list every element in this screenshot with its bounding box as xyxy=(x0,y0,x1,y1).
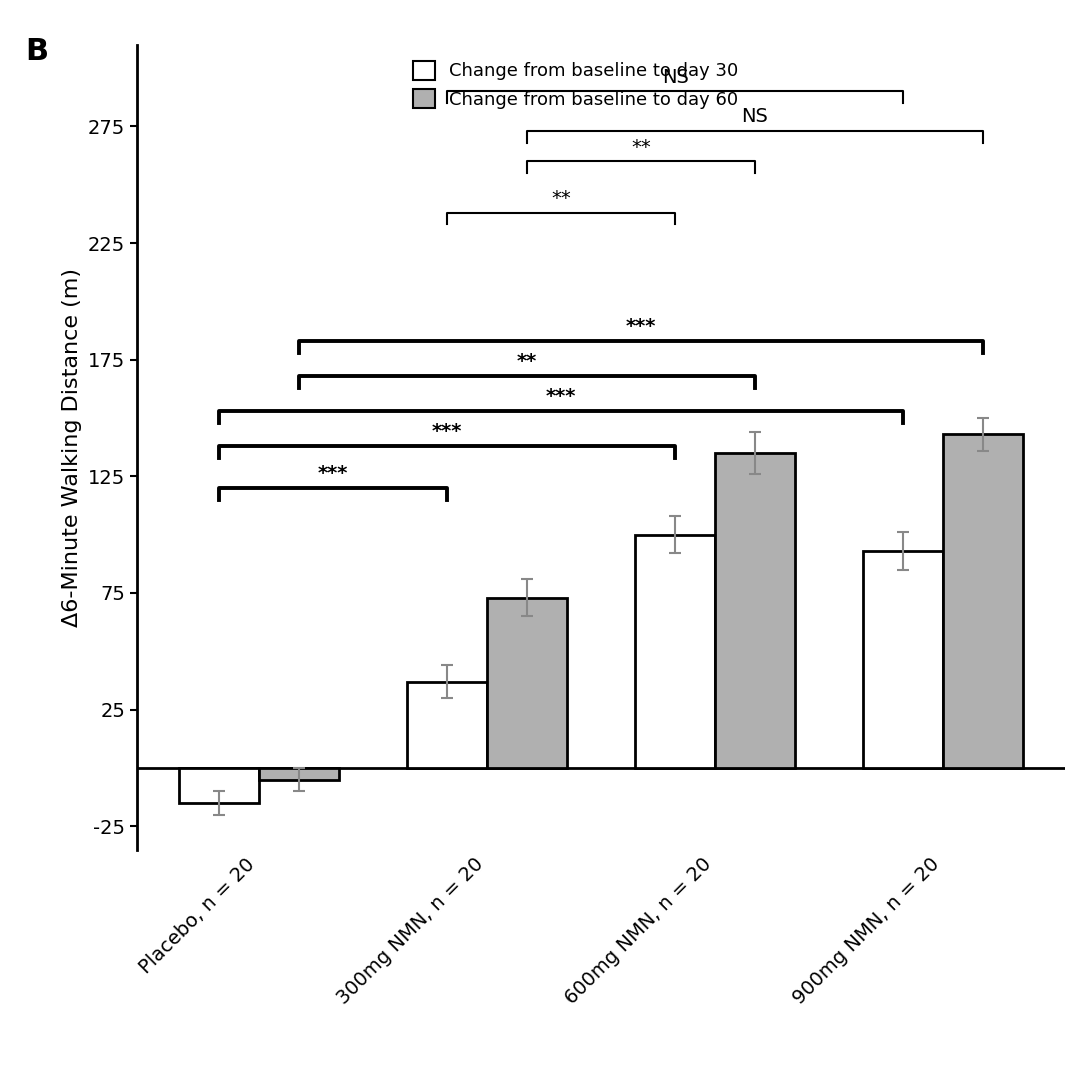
Bar xyxy=(407,682,487,768)
Text: **: ** xyxy=(551,190,571,208)
Text: ***: *** xyxy=(432,422,462,442)
Bar xyxy=(635,534,715,768)
Text: ***: *** xyxy=(545,388,577,406)
Bar xyxy=(179,768,259,803)
Text: ***: *** xyxy=(318,464,349,484)
Bar xyxy=(943,434,1023,768)
Text: NS: NS xyxy=(662,68,689,87)
Bar xyxy=(259,768,339,780)
Y-axis label: Δ6-Minute Walking Distance (m): Δ6-Minute Walking Distance (m) xyxy=(63,268,82,627)
Text: **: ** xyxy=(631,138,651,157)
Bar xyxy=(715,453,795,768)
Bar xyxy=(863,551,943,768)
Text: **: ** xyxy=(517,352,537,372)
Bar xyxy=(487,598,567,768)
Legend: Change from baseline to day 30, Change from baseline to day 60: Change from baseline to day 30, Change f… xyxy=(406,54,745,116)
Text: ***: *** xyxy=(625,318,657,336)
Text: B: B xyxy=(26,37,49,66)
Text: NS: NS xyxy=(742,108,768,126)
